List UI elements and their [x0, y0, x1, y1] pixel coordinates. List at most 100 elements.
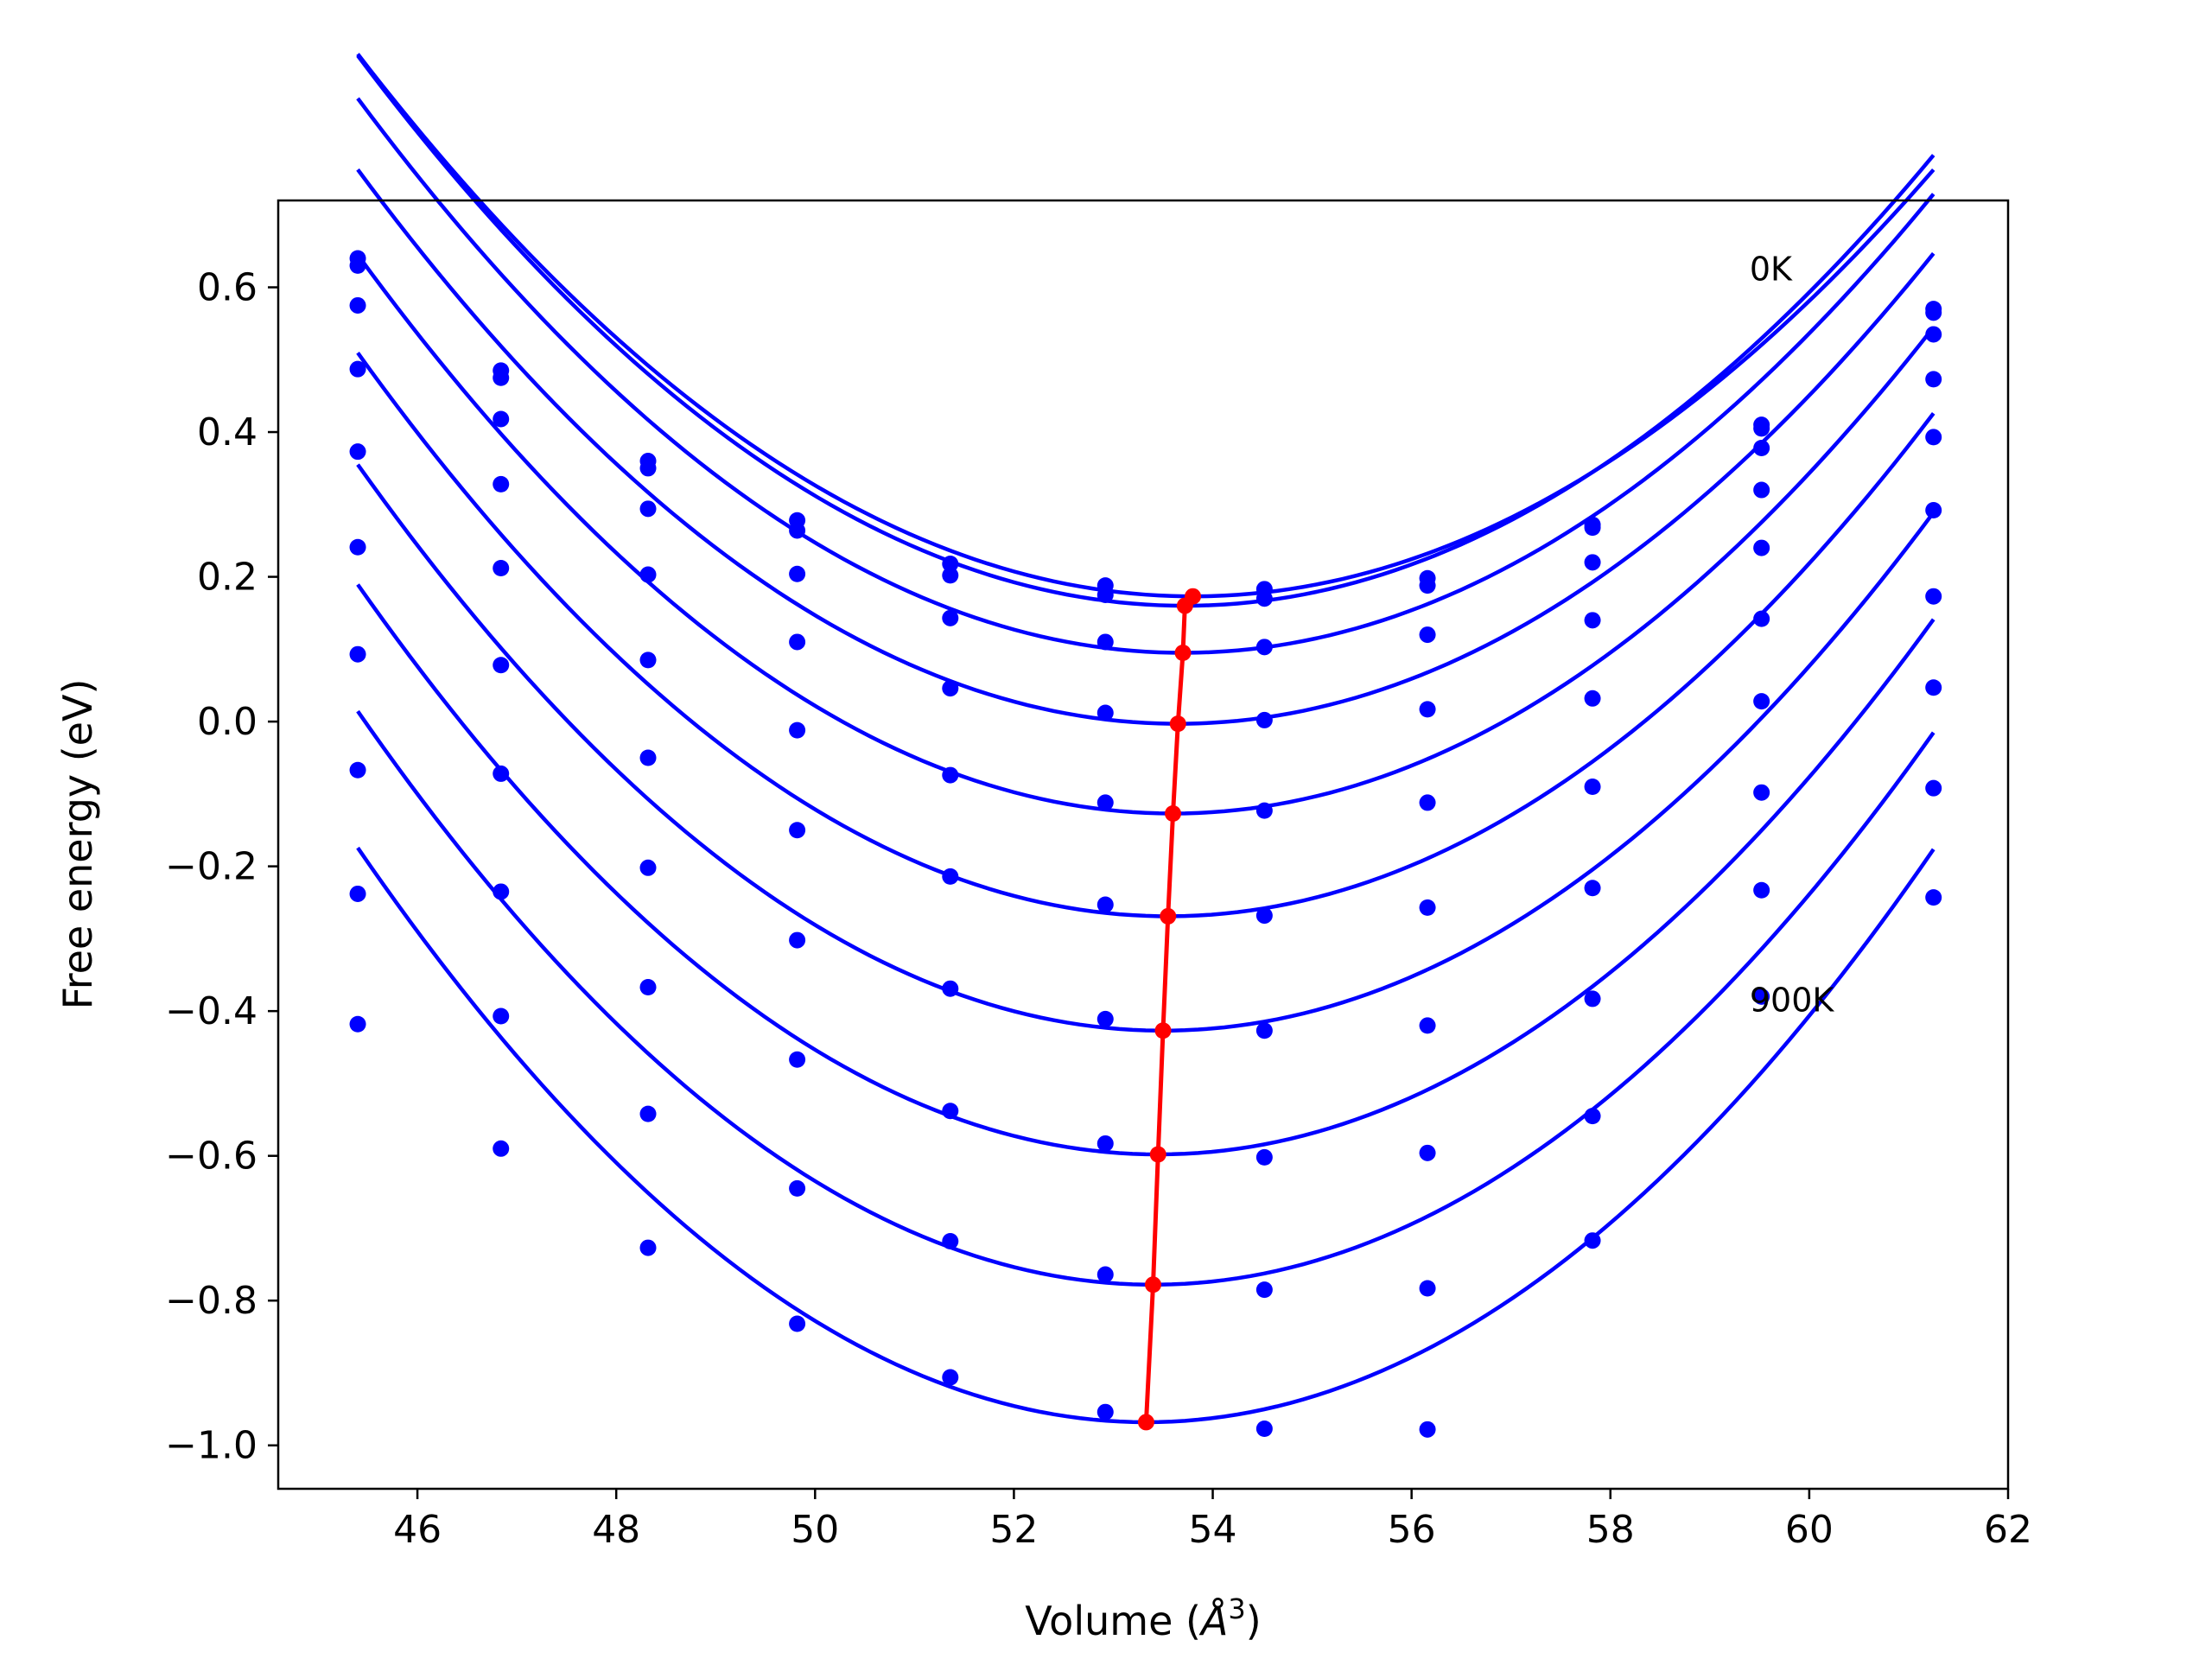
data-point — [1096, 1010, 1114, 1027]
data-point — [1255, 1148, 1273, 1166]
data-point — [493, 475, 510, 493]
data-point — [1419, 794, 1436, 811]
data-point — [349, 761, 366, 779]
plot-frame — [276, 199, 2010, 1491]
data-point — [1925, 588, 1942, 605]
fit-curve-10 — [356, 846, 1936, 1425]
data-point — [1753, 539, 1770, 556]
x-axis-label-exponent: 3 — [1228, 1592, 1245, 1625]
data-point — [349, 538, 366, 556]
data-point — [1419, 899, 1436, 916]
data-point — [789, 822, 806, 839]
data-point — [639, 500, 657, 518]
data-point — [493, 410, 510, 428]
fit-curves — [356, 53, 1936, 1425]
data-point — [1096, 1135, 1114, 1152]
data-point — [639, 566, 657, 583]
data-point — [493, 883, 510, 900]
data-point — [1753, 881, 1770, 899]
y-tick-label: −1.0 — [165, 1424, 257, 1468]
fit-curve-7 — [356, 463, 1936, 1033]
data-point — [1584, 519, 1601, 537]
data-point — [1584, 1108, 1601, 1125]
data-point — [1753, 610, 1770, 627]
data-point — [789, 1051, 806, 1068]
data-point — [1419, 1017, 1436, 1034]
data-point — [639, 859, 657, 876]
temperature-annotation: 0K — [1750, 251, 1793, 289]
y-tick-label: −0.6 — [165, 1135, 257, 1179]
temperature-annotation: 900K — [1750, 982, 1835, 1020]
y-axis: −1.0 −0.8 −0.6 −0.4 −0.2 0.0 0.2 0.4 0.6 — [165, 266, 278, 1468]
y-tick-label: 0.4 — [197, 410, 257, 454]
data-point — [639, 749, 657, 766]
data-point — [349, 257, 366, 274]
data-point — [942, 1369, 959, 1386]
data-point — [1096, 633, 1114, 651]
data-point — [1096, 896, 1114, 913]
y-tick-label: 0.0 — [197, 700, 257, 744]
data-point — [942, 868, 959, 885]
data-point — [1753, 988, 1770, 1005]
data-point — [1255, 711, 1273, 728]
minimum-point — [1137, 1414, 1154, 1431]
data-point — [942, 609, 959, 626]
data-point — [639, 979, 657, 996]
data-point — [1925, 326, 1942, 343]
data-point — [493, 765, 510, 782]
x-tick-label: 60 — [1785, 1508, 1834, 1552]
data-point — [1096, 1403, 1114, 1421]
x-tick-label: 48 — [592, 1508, 640, 1552]
data-point — [942, 555, 959, 572]
data-point — [1584, 990, 1601, 1007]
data-point — [1419, 1421, 1436, 1438]
data-point — [493, 369, 510, 386]
data-point — [1419, 1144, 1436, 1161]
data-point — [1096, 704, 1114, 721]
data-point — [1753, 784, 1770, 801]
data-point — [1255, 1022, 1273, 1039]
data-point — [493, 657, 510, 674]
y-tick-label: 0.2 — [197, 556, 257, 600]
minimum-point — [1169, 715, 1186, 733]
data-point — [349, 1015, 366, 1033]
data-point — [1753, 481, 1770, 499]
data-point — [1255, 639, 1273, 656]
data-points — [349, 250, 1942, 1438]
data-point — [942, 980, 959, 997]
x-tick-label: 46 — [393, 1508, 442, 1552]
fit-curve-8 — [356, 583, 1936, 1157]
data-point — [789, 522, 806, 539]
y-tick-label: −0.2 — [165, 845, 257, 889]
data-point — [349, 360, 366, 378]
data-point — [789, 1315, 806, 1332]
fit-curve-3 — [356, 97, 1936, 655]
fit-curve-1 — [356, 53, 1936, 599]
minimum-point — [1160, 907, 1177, 925]
x-tick-label: 62 — [1984, 1508, 2032, 1552]
fit-curve-4 — [356, 168, 1936, 726]
annotations: 0K 900K — [1750, 251, 1835, 1020]
y-tick-label: −0.4 — [165, 989, 257, 1033]
data-point — [1096, 794, 1114, 811]
data-point — [789, 931, 806, 949]
fit-curve-5 — [356, 253, 1936, 816]
data-point — [1925, 889, 1942, 906]
data-point — [493, 1007, 510, 1025]
data-point — [1584, 880, 1601, 897]
data-point — [942, 1233, 959, 1250]
data-point — [789, 1179, 806, 1197]
data-point — [1584, 612, 1601, 629]
data-point — [349, 443, 366, 461]
x-axis: 46 48 50 52 54 56 58 60 62 — [393, 1489, 2032, 1552]
minimum-trend-line — [1143, 594, 1195, 1423]
x-axis-label-close: ) — [1246, 1598, 1262, 1644]
data-point — [639, 1239, 657, 1256]
fit-curve-6 — [356, 352, 1936, 918]
data-point — [1925, 371, 1942, 388]
minimum-point — [1145, 1276, 1162, 1294]
data-point — [349, 645, 366, 663]
x-axis-label-symbol: Å — [1198, 1598, 1228, 1644]
x-tick-label: 54 — [1189, 1508, 1237, 1552]
x-axis-label-text: Volume ( — [1025, 1598, 1201, 1644]
